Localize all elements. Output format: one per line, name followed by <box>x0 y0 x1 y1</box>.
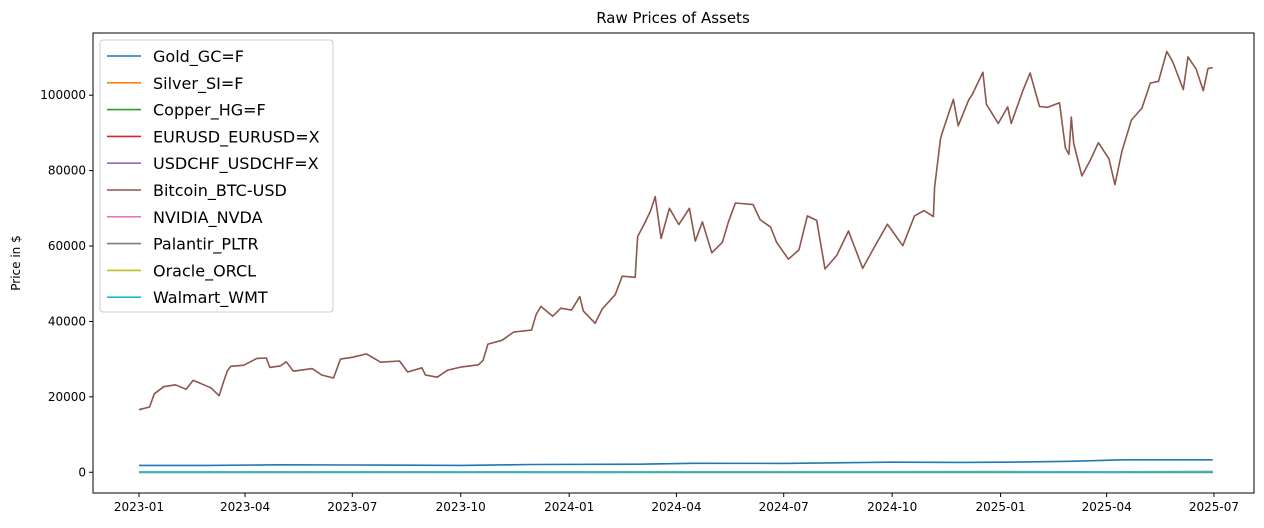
y-tick-label-5: 100000 <box>40 88 86 102</box>
x-tick-label-2: 2023-07 <box>327 500 377 514</box>
series-line-0 <box>139 459 1213 467</box>
x-tick-label-6: 2024-07 <box>759 500 809 514</box>
legend-label-1: Silver_SI=F <box>153 74 243 94</box>
y-axis: 0 20000 40000 60000 80000 100000 <box>40 88 93 479</box>
legend-label-3: EURUSD_EURUSD=X <box>153 127 320 147</box>
plot-area <box>138 50 1213 474</box>
y-tick-label-2: 40000 <box>48 314 86 328</box>
y-tick-label-1: 20000 <box>48 390 86 404</box>
series-line-5 <box>138 50 1213 411</box>
y-tick-label-3: 60000 <box>48 239 86 253</box>
chart-title: Raw Prices of Assets <box>596 9 750 27</box>
x-tick-label-10: 2025-07 <box>1189 500 1239 514</box>
legend-label-4: USDCHF_USDCHF=X <box>153 154 319 174</box>
x-tick-label-0: 2023-01 <box>114 500 164 514</box>
x-tick-label-4: 2024-01 <box>544 500 594 514</box>
y-tick-label-0: 0 <box>78 465 86 479</box>
x-tick-label-7: 2024-10 <box>867 500 917 514</box>
legend-label-6: NVIDIA_NVDA <box>153 208 263 228</box>
legend-box <box>99 39 334 313</box>
x-tick-label-5: 2024-04 <box>651 500 701 514</box>
plot-frame <box>92 32 1255 494</box>
legend-label-2: Copper_HG=F <box>153 101 266 121</box>
legend-label-7: Palantir_PLTR <box>153 235 259 255</box>
x-tick-label-8: 2025-01 <box>976 500 1026 514</box>
legend-label-5: Bitcoin_BTC-USD <box>153 181 287 201</box>
x-tick-label-9: 2025-04 <box>1082 500 1132 514</box>
x-tick-label-1: 2023-04 <box>220 500 270 514</box>
legend-label-8: Oracle_ORCL <box>153 261 256 281</box>
legend-label-0: Gold_GC=F <box>153 47 244 67</box>
x-axis: 2023-01 2023-04 2023-07 2023-10 2024-01 2024-… <box>114 493 1239 514</box>
y-axis-label: Price in $ <box>9 235 23 290</box>
y-tick-label-4: 80000 <box>48 164 86 178</box>
legend: Gold_GC=F Silver_SI=F Copper_HG=F EURUSD_EU… <box>99 39 334 313</box>
legend-label-9: Walmart_WMT <box>153 288 268 308</box>
x-tick-label-3: 2023-10 <box>436 500 486 514</box>
